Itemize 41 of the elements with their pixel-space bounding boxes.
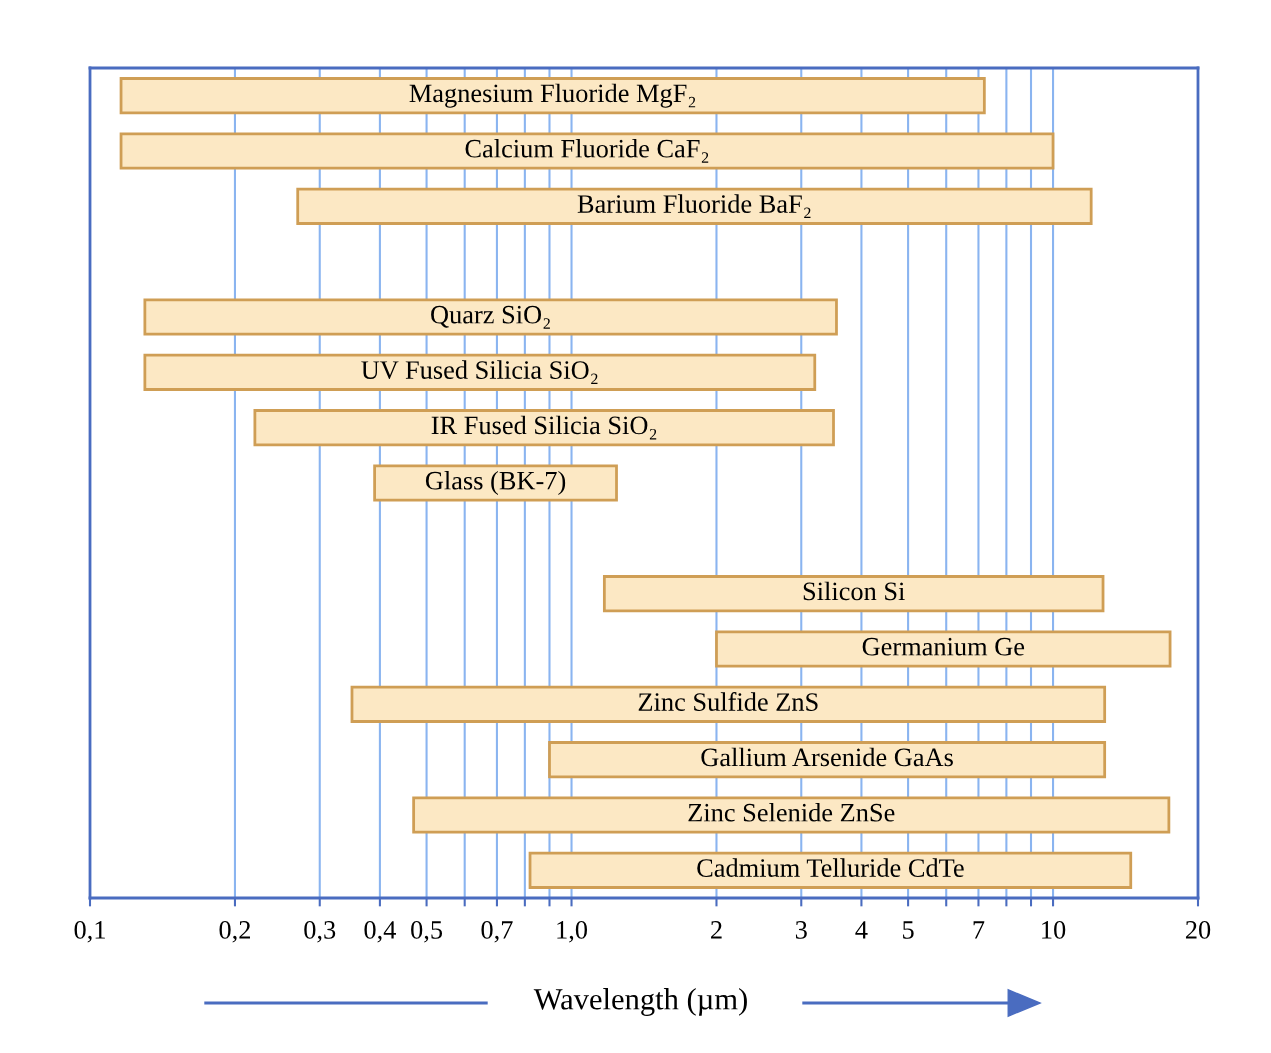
y-tick-label: Calcium Fluoride CaF₂ <box>465 139 709 163</box>
x-tick-label: 10 <box>1042 920 1066 939</box>
y-tick-label: Magnesium Fluoride MgF₂ <box>409 83 696 108</box>
y-tick-label: Quarz SiO₂ <box>431 305 550 329</box>
bar <box>253 409 835 447</box>
bar <box>143 298 838 336</box>
x-tick-label: 7 <box>973 921 985 939</box>
bar <box>119 77 986 115</box>
x-tick-label: 0,5 <box>411 920 443 943</box>
x-tick-label: 1,0 <box>557 920 588 943</box>
x-tick-label: 4 <box>855 921 868 939</box>
y-tick-label: Silicon Si <box>803 581 905 601</box>
x-tick-label: 2 <box>711 921 722 939</box>
bar <box>715 630 1172 668</box>
bar <box>373 464 618 502</box>
y-tick-label: IR Fused Silicia SiO₂ <box>431 415 657 440</box>
y-tick-label: UV Fused Silicia SiO₂ <box>361 360 598 385</box>
bar <box>602 575 1105 613</box>
y-tick-label: Glass (BK-7) <box>425 471 566 495</box>
x-tick-label: 0,1 <box>74 920 105 943</box>
bar <box>119 132 1055 170</box>
x-tick-label: 0,7 <box>481 920 513 943</box>
bar <box>528 851 1133 889</box>
bar <box>296 187 1093 225</box>
bar <box>350 685 1107 723</box>
y-tick-label: Barium Fluoride BaF₂ <box>577 194 811 219</box>
y-tick-label: Zinc Sulfide ZnS <box>638 692 818 711</box>
x-tick-label: 0,2 <box>219 920 250 943</box>
bar <box>143 353 817 391</box>
bar <box>412 796 1171 834</box>
x-axis-title: Wavelength (µm) <box>533 988 747 1016</box>
bar <box>548 741 1107 779</box>
x-tick-label: 0,3 <box>304 920 336 943</box>
x-tick-label: 0,4 <box>364 920 396 943</box>
x-tick-label: 5 <box>903 921 914 939</box>
x-tick-label: 20 <box>1185 920 1211 939</box>
y-tick-label: Cadmium Telluride CdTe <box>697 858 964 877</box>
x-tick-label: 3 <box>795 921 807 939</box>
y-tick-label: Zinc Selenide ZnSe <box>688 803 895 822</box>
y-tick-label: Gallium Arsenide GaAs <box>701 747 953 767</box>
y-tick-label: Germanium Ge <box>862 637 1025 656</box>
